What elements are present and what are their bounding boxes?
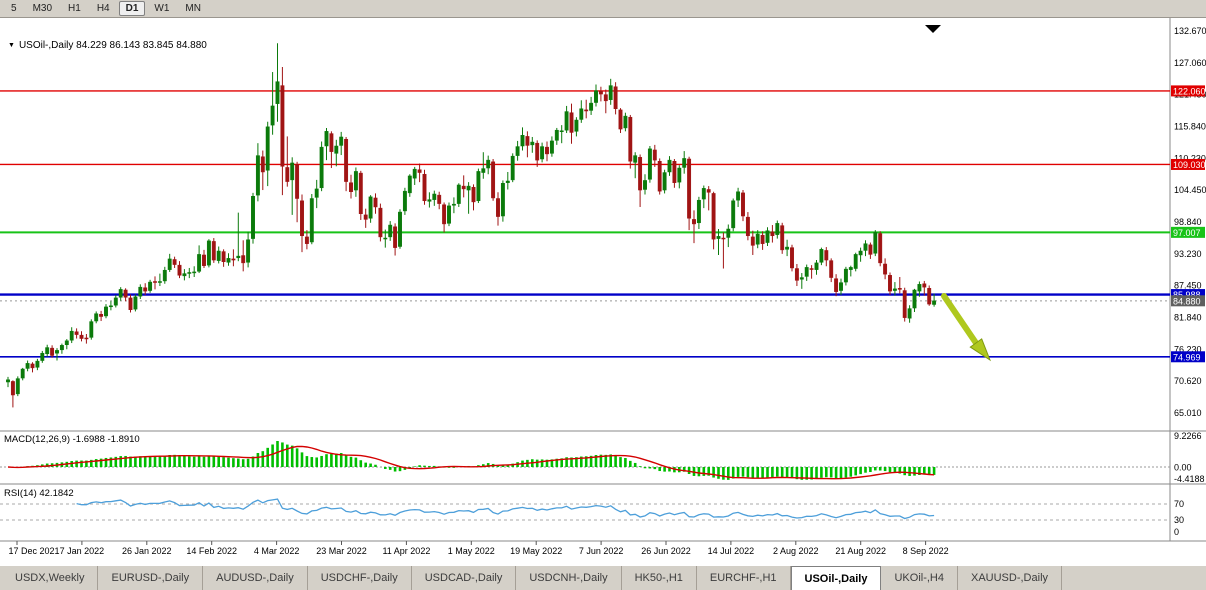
timeframe-button-w1[interactable]: W1 (154, 3, 170, 14)
svg-text:0.00: 0.00 (1174, 463, 1192, 473)
rsi-label: RSI(14) 42.1842 (4, 488, 74, 499)
svg-text:98.840: 98.840 (1174, 217, 1202, 227)
svg-text:110.230: 110.230 (1174, 153, 1206, 163)
svg-text:76.230: 76.230 (1174, 344, 1202, 354)
svg-text:19 May 2022: 19 May 2022 (510, 546, 562, 556)
timeframe-button-mn[interactable]: MN (185, 3, 201, 14)
svg-text:2 Aug 2022: 2 Aug 2022 (773, 546, 819, 556)
chart-tab-hk50-h1[interactable]: HK50-,H1 (622, 566, 697, 590)
svg-text:65.010: 65.010 (1174, 408, 1202, 418)
sell-arrow-icon[interactable] (941, 293, 992, 362)
annotations (925, 25, 992, 362)
svg-text:127.060: 127.060 (1174, 58, 1206, 68)
timeframe-button-5[interactable]: 5 (11, 3, 17, 14)
chart-tab-eurusd-daily[interactable]: EURUSD-,Daily (98, 566, 204, 590)
svg-text:74.969: 74.969 (1173, 352, 1201, 362)
svg-text:4 Mar 2022: 4 Mar 2022 (254, 546, 300, 556)
svg-text:11 Apr 2022: 11 Apr 2022 (382, 546, 430, 556)
chart-tab-usdchf-daily[interactable]: USDCHF-,Daily (308, 566, 412, 590)
chart-title: ▼ USOil-,Daily 84.229 86.143 83.845 84.8… (6, 40, 209, 51)
svg-text:109.030: 109.030 (1173, 160, 1206, 170)
svg-text:87.450: 87.450 (1174, 281, 1202, 291)
chart-canvas[interactable]: 132.670127.060121.450115.840110.230104.4… (0, 18, 1206, 565)
panel-separators (0, 18, 1206, 542)
svg-text:81.840: 81.840 (1174, 313, 1202, 323)
svg-text:14 Feb 2022: 14 Feb 2022 (186, 546, 237, 556)
timeframe-button-h1[interactable]: H1 (68, 3, 81, 14)
svg-text:14 Jul 2022: 14 Jul 2022 (708, 546, 755, 556)
rsi-panel: RSI(14) 42.1842 70 30 0 (0, 488, 1184, 537)
svg-text:9.2266: 9.2266 (1174, 431, 1202, 441)
svg-text:7 Jan 2022: 7 Jan 2022 (60, 546, 105, 556)
chart-tab-audusd-daily[interactable]: AUDUSD-,Daily (203, 566, 308, 590)
chart-tab-usdcad-daily[interactable]: USDCAD-,Daily (412, 566, 517, 590)
timeframe-button-h4[interactable]: H4 (96, 3, 110, 14)
svg-text:7 Jun 2022: 7 Jun 2022 (579, 546, 624, 556)
svg-text:97.007: 97.007 (1173, 228, 1201, 238)
macd-panel: MACD(12,26,9) -1.6988 -1.8910 9.2266 0.00-… (0, 431, 1205, 484)
svg-text:1 May 2022: 1 May 2022 (448, 546, 495, 556)
svg-text:26 Jun 2022: 26 Jun 2022 (641, 546, 691, 556)
svg-text:70: 70 (1174, 499, 1184, 509)
timeframe-button-m30[interactable]: M30 (32, 3, 53, 14)
chart-title-text: USOil-,Daily 84.229 86.143 83.845 84.880 (18, 40, 207, 51)
svg-text:122.060: 122.060 (1173, 86, 1206, 96)
triangle-down-marker-icon (925, 25, 941, 33)
horizontal-level-lines (0, 90, 1170, 358)
chart-tab-eurchf-h1[interactable]: EURCHF-,H1 (697, 566, 791, 590)
chart-tab-usoil-daily[interactable]: USOil-,Daily (790, 566, 882, 590)
chart-tab-xauusd-daily[interactable]: XAUUSD-,Daily (958, 566, 1063, 590)
svg-text:8 Sep 2022: 8 Sep 2022 (903, 546, 949, 556)
chart-dropdown-icon[interactable]: ▼ (8, 41, 15, 49)
svg-text:84.880: 84.880 (1173, 296, 1201, 306)
chart-tabs: USDX,Weekly EURUSD-,Daily AUDUSD-,Daily USD… (0, 565, 1206, 590)
svg-text:93.230: 93.230 (1174, 249, 1202, 259)
chart-tab-ukoil-h4[interactable]: UKOil-,H4 (881, 566, 958, 590)
timeframe-toolbar: 5 M30 H1 H4 D1 W1 MN (0, 0, 1206, 18)
svg-text:26 Jan 2022: 26 Jan 2022 (122, 546, 172, 556)
svg-text:104.450: 104.450 (1174, 185, 1206, 195)
candles (6, 43, 937, 408)
svg-text:132.670: 132.670 (1174, 26, 1206, 36)
svg-text:-4.4188: -4.4188 (1174, 474, 1205, 484)
chart-tab-usdx-weekly[interactable]: USDX,Weekly (2, 566, 99, 590)
svg-text:21 Aug 2022: 21 Aug 2022 (835, 546, 886, 556)
chart-area: 132.670127.060121.450115.840110.230104.4… (0, 18, 1206, 565)
macd-label: MACD(12,26,9) -1.6988 -1.8910 (4, 434, 140, 445)
svg-text:0: 0 (1174, 527, 1179, 537)
time-axis: 17 Dec 2021 7 Jan 2022 26 Jan 2022 14 Feb 2… (8, 541, 949, 556)
svg-text:30: 30 (1174, 515, 1184, 525)
svg-text:85.988: 85.988 (1173, 290, 1201, 300)
timeframe-button-d1[interactable]: D1 (118, 1, 146, 16)
chart-tab-usdcnh-daily[interactable]: USDCNH-,Daily (516, 566, 622, 590)
svg-text:17 Dec 2021: 17 Dec 2021 (8, 546, 59, 556)
svg-text:115.840: 115.840 (1174, 122, 1206, 132)
price-tags: 122.060 109.030 97.007 85.988 74.969 84.880 (1171, 85, 1206, 363)
svg-text:23 Mar 2022: 23 Mar 2022 (316, 546, 367, 556)
svg-text:70.620: 70.620 (1174, 376, 1202, 386)
